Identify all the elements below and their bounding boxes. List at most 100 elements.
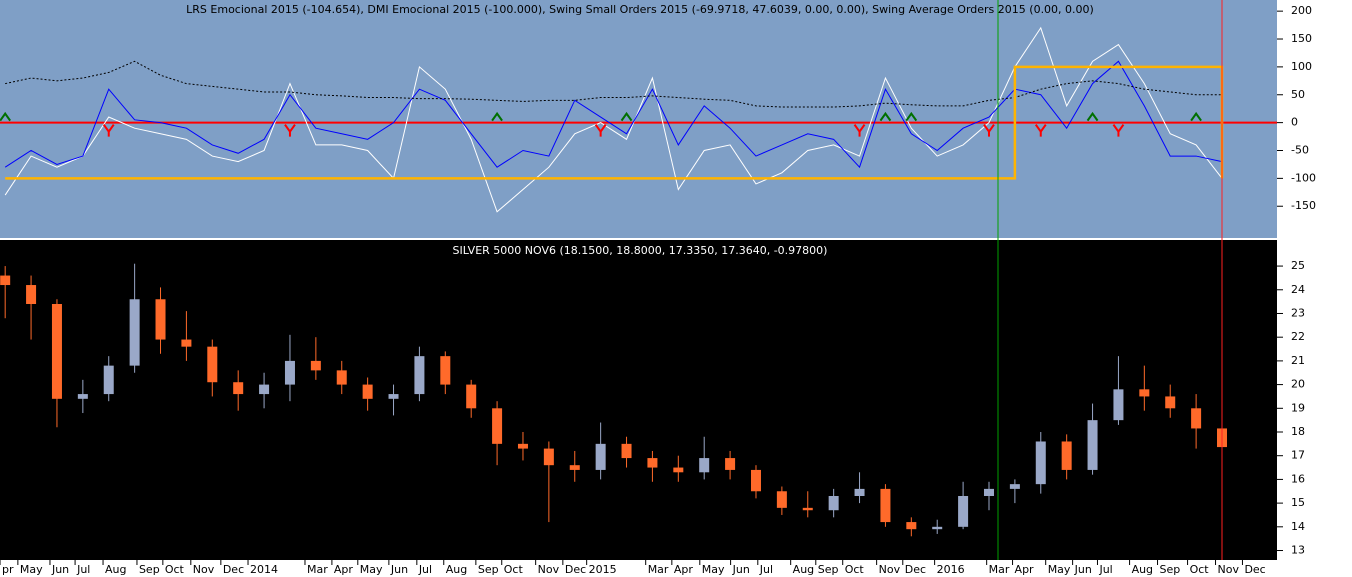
x-tick-label: May bbox=[702, 563, 725, 576]
buy-signal bbox=[1190, 111, 1202, 122]
candle-body bbox=[77, 394, 88, 399]
x-tick-label: Sep bbox=[1160, 563, 1181, 576]
candle-body bbox=[414, 356, 425, 395]
candle-body bbox=[776, 491, 787, 508]
candle-body bbox=[155, 299, 166, 340]
candle-body bbox=[284, 360, 295, 385]
x-tick-label: May bbox=[1048, 563, 1071, 576]
buy-signal bbox=[0, 111, 11, 122]
x-tick-label: Aug bbox=[1132, 563, 1153, 576]
x-tick-label: Mar bbox=[307, 563, 328, 576]
price-title: SILVER 5000 NOV6 (18.1500, 18.8000, 17.3… bbox=[453, 244, 828, 257]
y-tick-label: -150 bbox=[1291, 199, 1316, 212]
y-tick-label: 18 bbox=[1291, 425, 1305, 438]
x-tick-label: Dec bbox=[565, 563, 586, 576]
x-tick-label: Sep bbox=[818, 563, 839, 576]
y-tick-label: 50 bbox=[1291, 88, 1305, 101]
candle-body bbox=[673, 467, 684, 473]
y-tick-label: 13 bbox=[1291, 544, 1305, 557]
right-axis bbox=[1277, 0, 1352, 577]
sell-signal bbox=[102, 124, 115, 137]
candle-body bbox=[569, 465, 580, 470]
y-tick-label: 22 bbox=[1291, 330, 1305, 343]
candle-body bbox=[1035, 441, 1046, 485]
y-tick-label: 23 bbox=[1291, 306, 1305, 319]
y-tick-label: 0 bbox=[1291, 116, 1298, 129]
x-tick-label: May bbox=[20, 563, 43, 576]
candle-body bbox=[103, 365, 114, 395]
sell-signal bbox=[284, 124, 296, 137]
candle-body bbox=[983, 488, 994, 496]
indicator-line bbox=[5, 60, 1222, 108]
candle-body bbox=[1165, 396, 1176, 409]
candle-body bbox=[828, 496, 839, 511]
candle-body bbox=[750, 469, 761, 492]
x-tick-label: Aug bbox=[446, 563, 467, 576]
sell-signal bbox=[1112, 124, 1125, 137]
indicator-line bbox=[5, 65, 1224, 180]
x-tick-label: Nov bbox=[1218, 563, 1240, 576]
candle-body bbox=[802, 507, 813, 511]
candle-body bbox=[1009, 484, 1020, 489]
x-tick-label: Apr bbox=[674, 563, 694, 576]
indicator-title: LRS Emocional 2015 (-104.654), DMI Emoci… bbox=[186, 3, 1094, 16]
x-tick-label: Oct bbox=[1190, 563, 1210, 576]
y-tick-label: 25 bbox=[1291, 259, 1305, 272]
x-tick-label: 2015 bbox=[589, 563, 617, 576]
x-tick-label: Jun bbox=[390, 563, 408, 576]
sell-signal bbox=[1034, 124, 1047, 137]
candle-body bbox=[336, 370, 347, 385]
candle-body bbox=[440, 356, 451, 385]
sell-signal bbox=[983, 124, 995, 137]
y-tick-label: 17 bbox=[1291, 449, 1305, 462]
candle-body bbox=[233, 382, 244, 395]
candle-body bbox=[932, 526, 943, 530]
candle-body bbox=[181, 339, 192, 347]
x-tick-label: Aug bbox=[793, 563, 814, 576]
y-tick-label: 24 bbox=[1291, 283, 1305, 296]
candle-body bbox=[958, 496, 969, 527]
indicator-line bbox=[4, 60, 1223, 169]
y-tick-label: 100 bbox=[1291, 60, 1312, 73]
x-tick-label: Jun bbox=[1074, 563, 1092, 576]
y-tick-label: 15 bbox=[1291, 496, 1305, 509]
candle-body bbox=[1087, 420, 1098, 470]
candle-body bbox=[388, 394, 399, 399]
candle-body bbox=[621, 443, 632, 459]
x-tick-label: Sep bbox=[139, 563, 160, 576]
y-tick-label: 20 bbox=[1291, 378, 1305, 391]
candle-body bbox=[880, 488, 891, 523]
y-tick-label: -50 bbox=[1291, 143, 1309, 156]
candle-body bbox=[207, 346, 218, 383]
indicator-panel bbox=[0, 0, 1277, 238]
candle-body bbox=[259, 384, 270, 395]
candle-body bbox=[466, 384, 477, 409]
x-tick-label: Oct bbox=[845, 563, 865, 576]
x-tick-label: Jul bbox=[759, 563, 773, 576]
x-tick-label: Jul bbox=[418, 563, 432, 576]
buy-signal bbox=[879, 111, 892, 122]
candle-body bbox=[699, 458, 710, 473]
x-tick-label: Dec bbox=[223, 563, 244, 576]
y-tick-label: 16 bbox=[1291, 472, 1305, 485]
x-tick-label: Jul bbox=[76, 563, 90, 576]
x-tick-label: Jun bbox=[51, 563, 69, 576]
x-axis bbox=[0, 560, 1352, 577]
y-tick-label: 150 bbox=[1291, 32, 1312, 45]
candle-body bbox=[1191, 408, 1202, 429]
candle-body bbox=[595, 443, 606, 470]
x-tick-label: Oct bbox=[165, 563, 185, 576]
buy-signal bbox=[905, 111, 918, 122]
x-tick-label: Mar bbox=[648, 563, 669, 576]
candle-body bbox=[906, 522, 917, 530]
buy-signal bbox=[1086, 111, 1099, 122]
y-tick-label: 21 bbox=[1291, 354, 1305, 367]
candle-body bbox=[492, 408, 503, 444]
candle-body bbox=[1139, 389, 1150, 397]
candle-body bbox=[854, 488, 865, 496]
candle-body bbox=[1113, 389, 1124, 421]
x-tick-label: May bbox=[360, 563, 383, 576]
x-tick-label: Aug bbox=[105, 563, 126, 576]
candle-body bbox=[0, 275, 11, 286]
